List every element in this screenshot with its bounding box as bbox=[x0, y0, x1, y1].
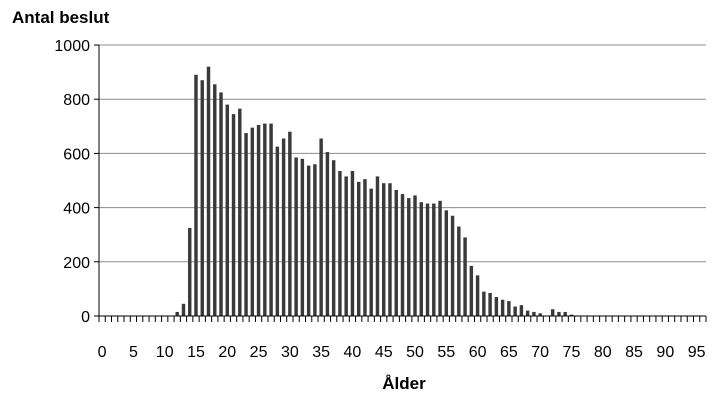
x-tick-label: 15 bbox=[187, 344, 205, 361]
bar bbox=[413, 195, 417, 316]
bar bbox=[400, 194, 405, 316]
bar bbox=[194, 74, 198, 316]
x-tick-label: 60 bbox=[469, 344, 487, 361]
x-tick-label: 80 bbox=[594, 344, 612, 361]
bar bbox=[219, 92, 223, 317]
x-tick-label: 50 bbox=[406, 344, 424, 361]
y-tick-label: 800 bbox=[63, 92, 90, 109]
x-tick-label: 25 bbox=[250, 344, 268, 361]
gridlines bbox=[99, 44, 706, 263]
x-axis-label: Ålder bbox=[382, 374, 426, 393]
bar bbox=[475, 275, 480, 316]
bar bbox=[550, 309, 555, 316]
x-tick-label: 30 bbox=[281, 344, 299, 361]
bar bbox=[363, 179, 367, 316]
bar bbox=[338, 171, 342, 316]
bar bbox=[513, 306, 517, 316]
bar bbox=[250, 127, 255, 316]
bar bbox=[275, 146, 280, 317]
bar bbox=[294, 157, 298, 316]
bar bbox=[331, 160, 336, 316]
bar bbox=[469, 265, 474, 316]
bar bbox=[394, 189, 398, 316]
x-tick-label: 55 bbox=[437, 344, 455, 361]
bar bbox=[519, 305, 524, 316]
bar bbox=[382, 183, 386, 316]
bar bbox=[463, 237, 467, 316]
bar bbox=[569, 314, 574, 316]
x-tick-label: 40 bbox=[344, 344, 362, 361]
bar bbox=[494, 297, 499, 316]
bar bbox=[269, 123, 273, 316]
bar bbox=[507, 301, 511, 316]
bar bbox=[438, 200, 442, 316]
bar bbox=[175, 311, 179, 316]
bar bbox=[407, 198, 411, 316]
y-tick-labels: 0 200 400 600 800 1000 bbox=[54, 38, 90, 326]
bar bbox=[375, 176, 380, 316]
x-tick-label: 85 bbox=[625, 344, 643, 361]
bar bbox=[319, 138, 323, 316]
x-tick-label: 5 bbox=[129, 344, 138, 361]
bar bbox=[188, 227, 192, 316]
bar bbox=[419, 202, 423, 316]
bar bbox=[450, 215, 455, 316]
x-tick-label: 35 bbox=[312, 344, 330, 361]
bar bbox=[213, 84, 217, 316]
bar bbox=[231, 114, 236, 316]
bar bbox=[482, 291, 486, 316]
bar bbox=[457, 226, 461, 316]
bar bbox=[181, 303, 186, 316]
bar bbox=[256, 124, 261, 316]
bar bbox=[225, 104, 229, 317]
bar bbox=[369, 188, 373, 316]
bar bbox=[356, 181, 361, 316]
bar bbox=[306, 165, 311, 316]
y-tick-label: 200 bbox=[63, 255, 90, 272]
x-tick-label: 75 bbox=[563, 344, 581, 361]
bar bbox=[300, 158, 305, 316]
bar bbox=[388, 183, 392, 316]
bar bbox=[281, 138, 286, 316]
bar bbox=[525, 310, 530, 316]
x-tick-label: 0 bbox=[98, 344, 107, 361]
bar bbox=[444, 210, 449, 316]
bar bbox=[488, 292, 492, 316]
bar bbox=[313, 164, 317, 316]
x-tick-label: 70 bbox=[531, 344, 549, 361]
bar bbox=[432, 203, 436, 316]
bar bbox=[557, 311, 561, 316]
bar bbox=[244, 133, 248, 316]
bar bbox=[532, 311, 536, 316]
bar bbox=[200, 80, 204, 316]
bar bbox=[425, 203, 430, 316]
y-tick-label: 0 bbox=[81, 309, 90, 326]
x-tick-label: 95 bbox=[688, 344, 706, 361]
x-tick-label: 65 bbox=[500, 344, 518, 361]
bar bbox=[325, 152, 330, 316]
bar bbox=[538, 313, 542, 316]
bar bbox=[500, 299, 505, 316]
bar bbox=[263, 123, 267, 316]
chart-title: Antal beslut bbox=[12, 8, 110, 27]
x-tick-label: 90 bbox=[656, 344, 674, 361]
y-tick-label: 1000 bbox=[54, 38, 90, 55]
x-tick-labels: 0 5 10 15 20 25 30 35 40 45 50 55 60 65 70 75 80 85 90 95 bbox=[98, 344, 706, 361]
x-tick-label: 10 bbox=[156, 344, 174, 361]
bar bbox=[344, 176, 348, 316]
x-tick-label: 20 bbox=[218, 344, 236, 361]
y-tick-label: 400 bbox=[63, 201, 90, 218]
axes bbox=[94, 44, 707, 322]
x-tick-label: 45 bbox=[375, 344, 393, 361]
y-tick-label: 600 bbox=[63, 146, 90, 163]
bar bbox=[238, 108, 242, 316]
bars bbox=[175, 66, 574, 317]
bar bbox=[288, 131, 292, 316]
bar bbox=[206, 66, 211, 317]
bar bbox=[563, 311, 567, 316]
bar bbox=[350, 171, 355, 316]
